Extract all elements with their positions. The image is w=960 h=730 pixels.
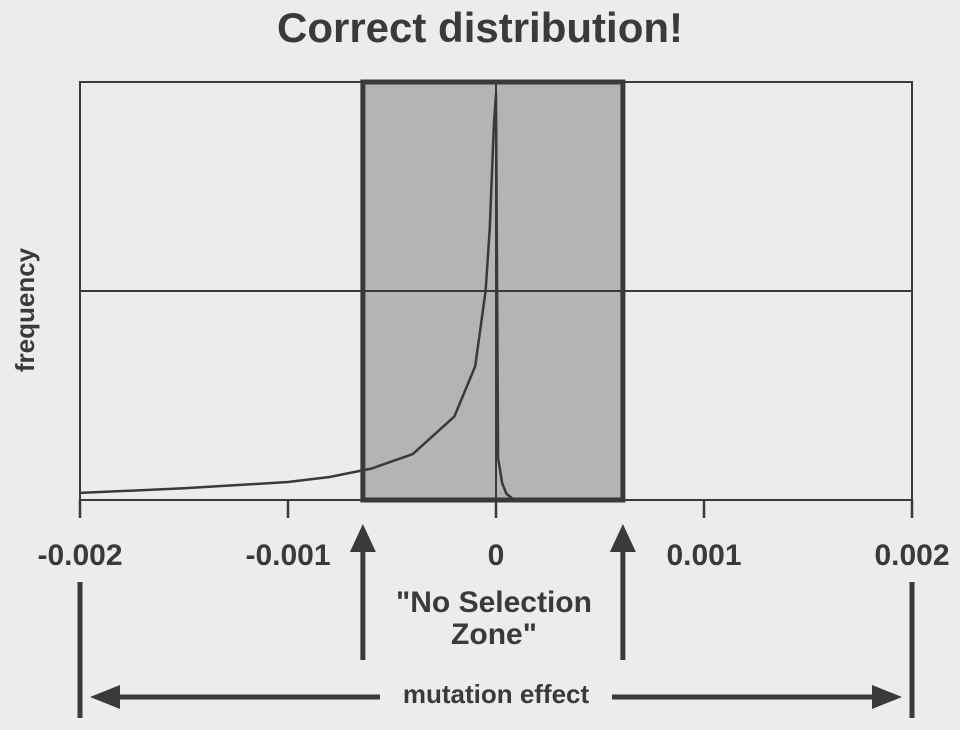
x-axis-label: mutation effect xyxy=(403,679,590,709)
x-tick-label-1: -0.001 xyxy=(245,539,330,572)
range-arrow-left-head xyxy=(90,685,120,709)
x-tick-label-0: -0.002 xyxy=(37,539,122,572)
zone-arrow-head-1 xyxy=(609,524,636,552)
annotation-arrows xyxy=(77,524,915,718)
chart-title: Correct distribution! xyxy=(277,4,683,51)
zone-label-line2: Zone" xyxy=(451,618,537,651)
zone-label-line1: "No Selection xyxy=(396,586,592,619)
y-axis-label: frequency xyxy=(10,247,40,372)
x-tick-label-4: 0.002 xyxy=(874,539,949,572)
x-tick-label-3: 0.001 xyxy=(666,539,741,572)
distribution-curve xyxy=(79,93,514,500)
range-arrow-right-head xyxy=(872,685,902,709)
x-axis-ticks: -0.002 -0.001 0 0.001 0.002 xyxy=(37,500,950,572)
zone-arrow-head-0 xyxy=(349,524,376,552)
no-selection-zone-border xyxy=(360,79,626,503)
x-tick-label-2: 0 xyxy=(488,539,505,572)
